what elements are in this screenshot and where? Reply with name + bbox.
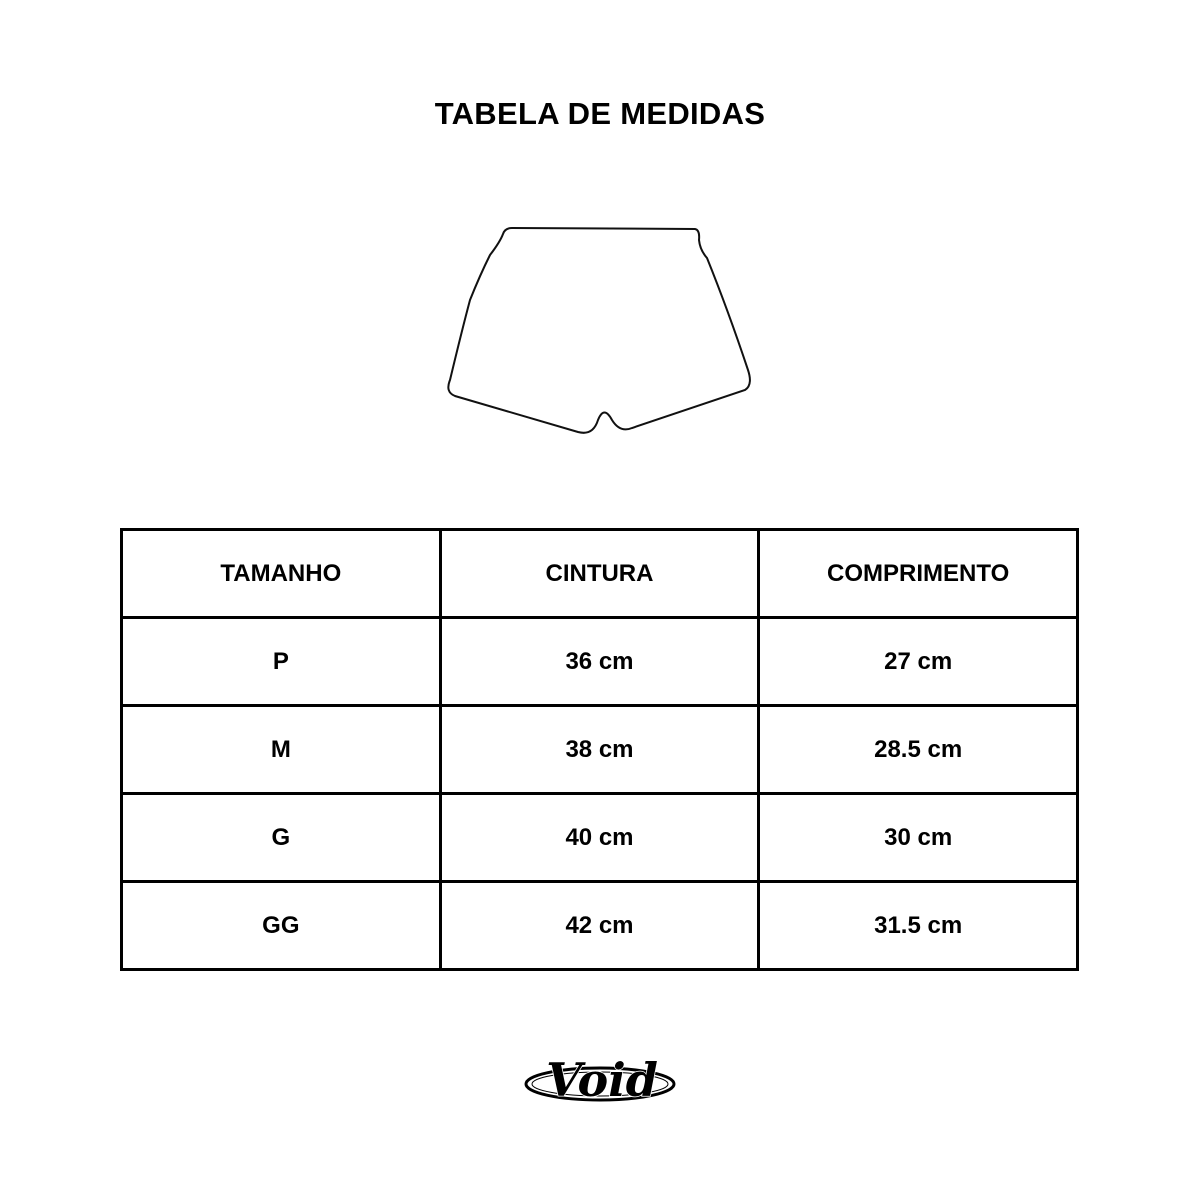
cell-length: 31.5 cm bbox=[757, 880, 1079, 971]
cell-waist: 38 cm bbox=[438, 704, 761, 795]
cell-size: GG bbox=[120, 880, 442, 971]
cell-length: 28.5 cm bbox=[757, 704, 1079, 795]
size-table: TAMANHO CINTURA COMPRIMENTO P 36 cm 27 c… bbox=[120, 528, 1079, 971]
cell-waist: 36 cm bbox=[438, 616, 761, 707]
logo-text: Void bbox=[546, 1053, 658, 1107]
header-tamanho: TAMANHO bbox=[120, 528, 442, 619]
table-row: P 36 cm 27 cm bbox=[120, 616, 1079, 707]
table-row: GG 42 cm 31.5 cm bbox=[120, 880, 1079, 971]
cell-length: 30 cm bbox=[757, 792, 1079, 883]
cell-size: P bbox=[120, 616, 442, 707]
table-row: M 38 cm 28.5 cm bbox=[120, 704, 1079, 795]
cell-size: G bbox=[120, 792, 442, 883]
void-logo: Void bbox=[524, 1052, 676, 1108]
header-comprimento: COMPRIMENTO bbox=[757, 528, 1079, 619]
page-title: TABELA DE MEDIDAS bbox=[434, 96, 766, 131]
cell-size: M bbox=[120, 704, 442, 795]
table-row: G 40 cm 30 cm bbox=[120, 792, 1079, 883]
table-header-row: TAMANHO CINTURA COMPRIMENTO bbox=[120, 528, 1079, 619]
cell-waist: 40 cm bbox=[438, 792, 761, 883]
cell-length: 27 cm bbox=[757, 616, 1079, 707]
cell-waist: 42 cm bbox=[438, 880, 761, 971]
header-cintura: CINTURA bbox=[438, 528, 761, 619]
